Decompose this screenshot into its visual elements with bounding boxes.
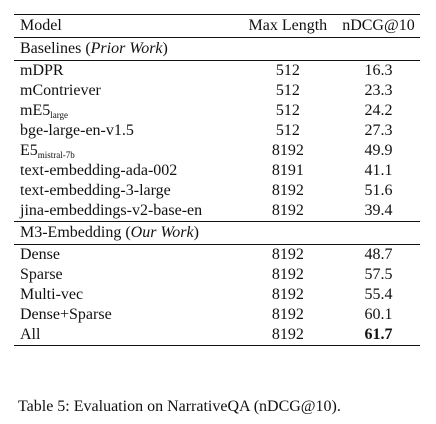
- model-subscript: large: [50, 110, 69, 120]
- cell-max-length: 8192: [271, 182, 304, 199]
- cell-ndcg: 23.3: [364, 82, 393, 99]
- ours-section-label: M3-Embedding (Our Work): [14, 221, 239, 245]
- table-header-row: Model Max Length nDCG@10: [14, 14, 420, 38]
- header-ndcg: nDCG@10: [336, 14, 420, 38]
- cell-ndcg: 27.3: [364, 122, 393, 139]
- cell-max-length: 512: [275, 82, 300, 99]
- table-row: mDPR 512 16.3: [14, 60, 420, 81]
- results-table-container: Model Max Length nDCG@10 Baselines (Prio…: [14, 14, 420, 346]
- cell-model: text-embedding-ada-002: [20, 162, 178, 179]
- table-row: text-embedding-3-large 8192 51.6: [14, 181, 420, 201]
- cell-max-length: 8192: [271, 286, 304, 303]
- header-max-length: Max Length: [238, 14, 337, 38]
- cell-ndcg: 16.3: [336, 60, 420, 81]
- cell-ndcg: 60.1: [364, 306, 393, 323]
- cell-ndcg: 39.4: [364, 202, 393, 219]
- table-row: All 8192 61.7: [14, 325, 420, 346]
- table-row: Dense 8192 48.7: [14, 244, 420, 265]
- cell-ndcg: 57.5: [364, 266, 393, 283]
- cell-model: All: [14, 325, 239, 346]
- cell-max-length: 8192: [271, 202, 304, 219]
- ours-section-row: M3-Embedding (Our Work): [14, 221, 420, 245]
- cell-ndcg: 48.7: [336, 244, 420, 265]
- cell-max-length: 8191: [271, 162, 304, 179]
- cell-max-length: 512: [275, 122, 300, 139]
- cell-model: mE5large: [20, 102, 69, 120]
- cell-model: E5mistral-7b: [20, 142, 75, 160]
- table-row: bge-large-en-v1.5 512 27.3: [14, 121, 420, 141]
- table-row: Dense+Sparse 8192 60.1: [14, 305, 420, 325]
- baselines-section-label: Baselines (Prior Work): [14, 37, 239, 61]
- cell-model: Dense: [14, 244, 239, 265]
- cell-model: jina-embeddings-v2-base-en: [20, 202, 203, 219]
- baselines-section-row: Baselines (Prior Work): [14, 37, 420, 61]
- cell-ndcg: 61.7: [336, 325, 420, 346]
- cell-max-length: 512: [275, 102, 300, 119]
- cell-ndcg: 41.1: [364, 162, 393, 179]
- cell-model: Multi-vec: [20, 286, 84, 303]
- table-row: text-embedding-ada-002 8191 41.1: [14, 161, 420, 181]
- cell-ndcg: 49.9: [364, 142, 393, 159]
- table-caption: Table 5: Evaluation on NarrativeQA (nDCG…: [18, 398, 341, 415]
- table-row: E5mistral-7b 8192 49.9: [14, 141, 420, 161]
- cell-max-length: 8192: [271, 266, 304, 283]
- table-row: jina-embeddings-v2-base-en 8192 39.4: [14, 201, 420, 222]
- cell-ndcg: 24.2: [364, 102, 393, 119]
- table-row: Multi-vec 8192 55.4: [14, 285, 420, 305]
- cell-max-length: 8192: [238, 325, 337, 346]
- cell-model: mDPR: [14, 60, 239, 81]
- model-subscript: mistral-7b: [37, 150, 75, 160]
- cell-model: bge-large-en-v1.5: [20, 122, 134, 139]
- cell-max-length: 8192: [271, 142, 304, 159]
- table-row: mContriever 512 23.3: [14, 81, 420, 101]
- cell-max-length: 8192: [271, 306, 304, 323]
- cell-model: mContriever: [20, 82, 101, 99]
- results-table: Model Max Length nDCG@10 Baselines (Prio…: [14, 14, 420, 346]
- cell-model: Dense+Sparse: [20, 306, 112, 323]
- header-model: Model: [14, 14, 239, 38]
- table-row: mE5large 512 24.2: [14, 101, 420, 121]
- cell-max-length: 512: [238, 60, 337, 81]
- cell-ndcg: 55.4: [364, 286, 393, 303]
- table-row: Sparse 8192 57.5: [14, 265, 420, 285]
- cell-model: text-embedding-3-large: [20, 182, 171, 199]
- cell-model: Sparse: [20, 266, 63, 283]
- cell-ndcg: 51.6: [364, 182, 393, 199]
- cell-max-length: 8192: [238, 244, 337, 265]
